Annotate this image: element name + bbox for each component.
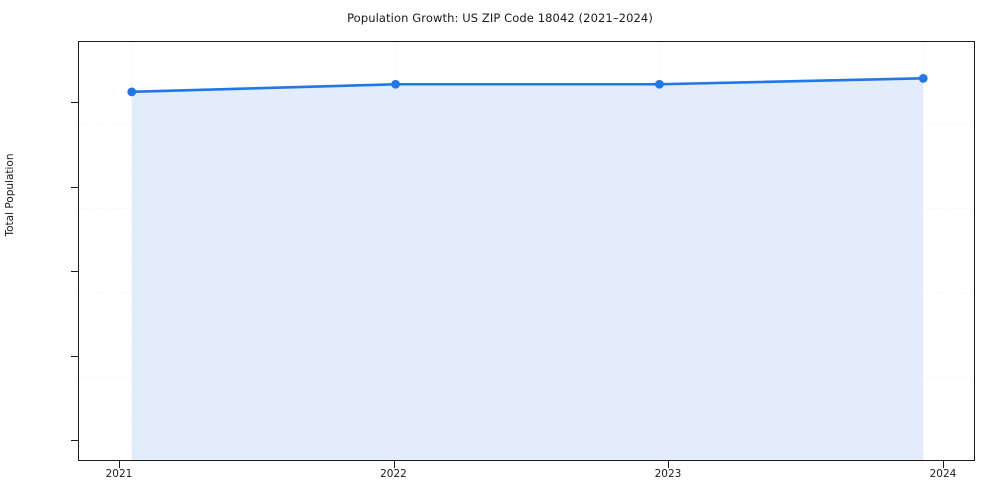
y-tick-mark-20000: [71, 271, 78, 272]
x-tick-label-2023: 2023: [654, 468, 682, 480]
x-tick-mark-2021: [119, 461, 120, 468]
y-axis-label: Total Population: [4, 153, 16, 237]
data-point-2021: [127, 87, 137, 97]
y-tick-mark-0: [71, 440, 78, 441]
chart-title: Population Growth: US ZIP Code 18042 (20…: [347, 11, 653, 25]
data-point-2023: [655, 79, 664, 89]
y-tick-mark-40000: [71, 102, 78, 103]
data-markers: [127, 73, 928, 97]
y-tick-mark-10000: [71, 355, 78, 357]
plot-area: [78, 41, 975, 461]
x-tick-label-2022: 2022: [380, 468, 407, 480]
area-fill: [131, 78, 924, 460]
data-line: [130, 77, 925, 94]
y-tick-mark-30000: [71, 186, 78, 188]
plot-canvas: [79, 42, 974, 460]
data-point-2022: [391, 79, 400, 89]
x-tick-mark-2023: [668, 461, 669, 468]
x-tick-mark-2022: [393, 461, 395, 468]
x-tick-label-2024: 2024: [929, 468, 957, 480]
x-tick-label-2021: 2021: [105, 468, 133, 480]
data-point-2024: [918, 73, 928, 83]
x-tick-mark-2024: [943, 461, 944, 468]
